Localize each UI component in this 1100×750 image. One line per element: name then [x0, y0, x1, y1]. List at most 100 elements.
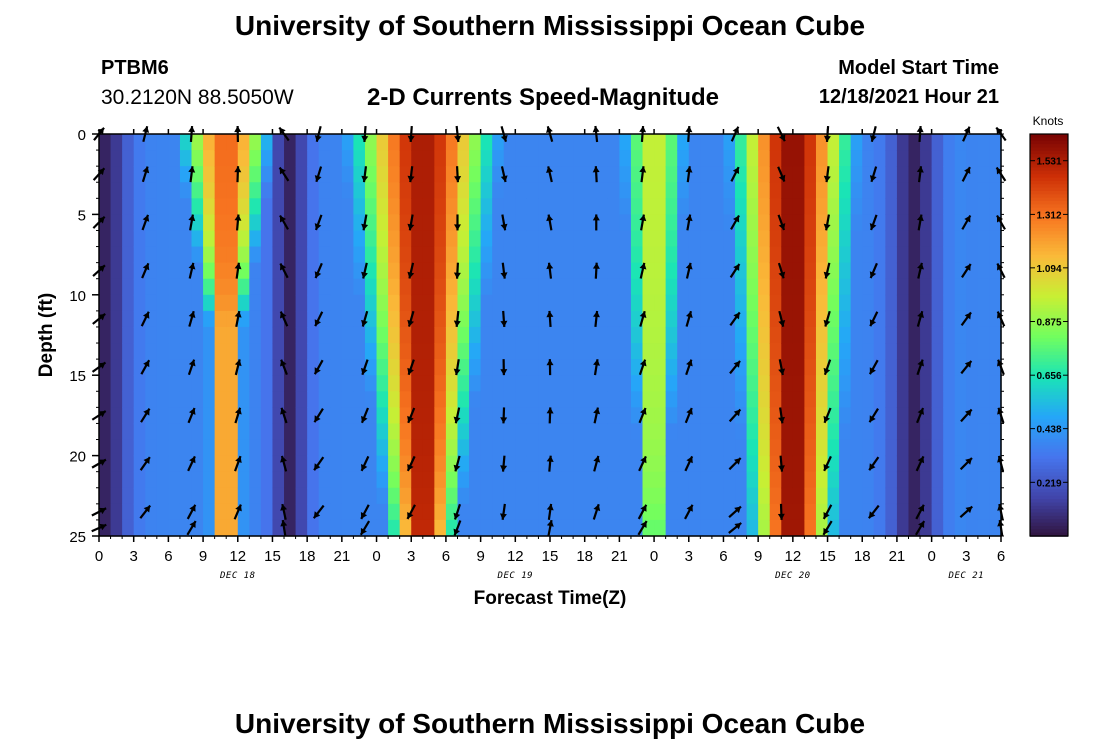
- heatmap-cell: [931, 359, 944, 376]
- heatmap-cell: [295, 166, 308, 183]
- colorbar-segment: [1030, 358, 1068, 363]
- heatmap-cell: [804, 278, 817, 296]
- heatmap-cell: [873, 214, 886, 232]
- colorbar-segment: [1030, 241, 1068, 246]
- current-arrow: [778, 407, 785, 424]
- heatmap-cell: [388, 214, 401, 232]
- colorbar-segment: [1030, 381, 1068, 387]
- heatmap-cell: [769, 262, 782, 280]
- heatmap-cell: [179, 278, 193, 296]
- heatmap-cell: [179, 166, 193, 183]
- heatmap-cell: [954, 182, 967, 199]
- heatmap-cell: [596, 343, 609, 360]
- heatmap-cell: [908, 375, 921, 392]
- heatmap-cell: [943, 326, 956, 344]
- heatmap-cell: [711, 503, 725, 521]
- heatmap-cell: [307, 487, 320, 505]
- heatmap-cell: [122, 262, 135, 280]
- heatmap-cell: [711, 262, 725, 280]
- heatmap-cell: [584, 150, 597, 167]
- heatmap-cell: [318, 262, 331, 280]
- heatmap-cell: [133, 230, 146, 248]
- heatmap-cell: [931, 471, 944, 489]
- heatmap-cell: [538, 375, 551, 392]
- heatmap-cell: [168, 423, 181, 441]
- current-arrow: [546, 214, 554, 231]
- heatmap-cell: [179, 294, 193, 312]
- heatmap-cell: [700, 359, 713, 376]
- heatmap-cell: [538, 343, 551, 360]
- heatmap-cell: [735, 439, 748, 457]
- heatmap-cell: [677, 278, 690, 296]
- heatmap-cell: [284, 278, 297, 296]
- heatmap-cell: [573, 310, 586, 328]
- heatmap-cell: [353, 230, 366, 248]
- heatmap-cell: [214, 359, 227, 376]
- heatmap-cell: [214, 246, 227, 264]
- heatmap-cell: [388, 278, 401, 296]
- heatmap-cell: [480, 407, 493, 425]
- heatmap-cell: [908, 471, 921, 489]
- heatmap-cell: [989, 471, 1002, 489]
- heatmap-cell: [700, 391, 713, 408]
- heatmap-cell: [815, 391, 829, 408]
- heatmap-cell: [457, 455, 470, 473]
- current-arrow: [639, 262, 647, 279]
- heatmap-cell: [156, 182, 169, 199]
- current-arrow: [638, 407, 647, 424]
- heatmap-cell: [307, 182, 320, 199]
- heatmap-cell: [654, 246, 667, 264]
- heatmap-cell: [480, 439, 493, 457]
- heatmap-cell: [179, 246, 193, 264]
- heatmap-cell: [596, 519, 609, 537]
- heatmap-cell: [341, 471, 355, 489]
- heatmap-cell: [364, 455, 378, 473]
- heatmap-cell: [145, 134, 158, 151]
- heatmap-cell: [908, 182, 921, 199]
- heatmap-cell: [711, 471, 725, 489]
- heatmap-cell: [538, 150, 551, 167]
- heatmap-cell: [850, 326, 863, 344]
- heatmap-cell: [954, 375, 967, 392]
- heatmap-cell: [353, 471, 366, 489]
- current-arrow: [279, 214, 289, 230]
- heatmap-cell: [723, 439, 736, 457]
- heatmap-cell: [746, 166, 759, 183]
- heatmap-cell: [538, 359, 551, 376]
- heatmap-cell: [272, 198, 285, 215]
- heatmap-cell: [654, 214, 667, 232]
- heatmap-cell: [665, 246, 678, 264]
- heatmap-cell: [642, 278, 655, 296]
- heatmap-cell: [272, 230, 285, 248]
- heatmap-cell: [203, 407, 216, 425]
- heatmap-cell: [237, 198, 250, 215]
- heatmap-cell: [885, 455, 898, 473]
- heatmap-cell: [226, 359, 239, 376]
- colorbar-segment: [1030, 174, 1068, 179]
- heatmap-cell: [376, 487, 389, 505]
- heatmap-cell: [168, 439, 181, 457]
- heatmap-cell: [850, 198, 863, 215]
- heatmap-cell: [596, 359, 609, 376]
- heatmap-cell: [885, 262, 898, 280]
- heatmap-cell: [515, 246, 528, 264]
- heatmap-cell: [862, 343, 875, 360]
- current-arrow: [639, 310, 647, 327]
- colorbar-segment: [1030, 385, 1068, 390]
- heatmap-cell: [249, 407, 262, 425]
- heatmap-cell: [272, 294, 285, 312]
- heatmap-cell: [896, 359, 910, 376]
- heatmap-cell: [630, 166, 644, 183]
- heatmap-cell: [827, 214, 840, 232]
- heatmap-cell: [700, 343, 713, 360]
- heatmap-cell: [341, 230, 355, 248]
- heatmap-cell: [827, 182, 840, 199]
- heatmap-cell: [839, 278, 852, 296]
- heatmap-cell: [203, 310, 216, 328]
- heatmap-cell: [630, 150, 644, 167]
- heatmap-cell: [607, 310, 620, 328]
- heatmap-cell: [145, 375, 158, 392]
- heatmap-cell: [550, 391, 563, 408]
- heatmap-cell: [746, 471, 759, 489]
- heatmap-cell: [110, 230, 123, 248]
